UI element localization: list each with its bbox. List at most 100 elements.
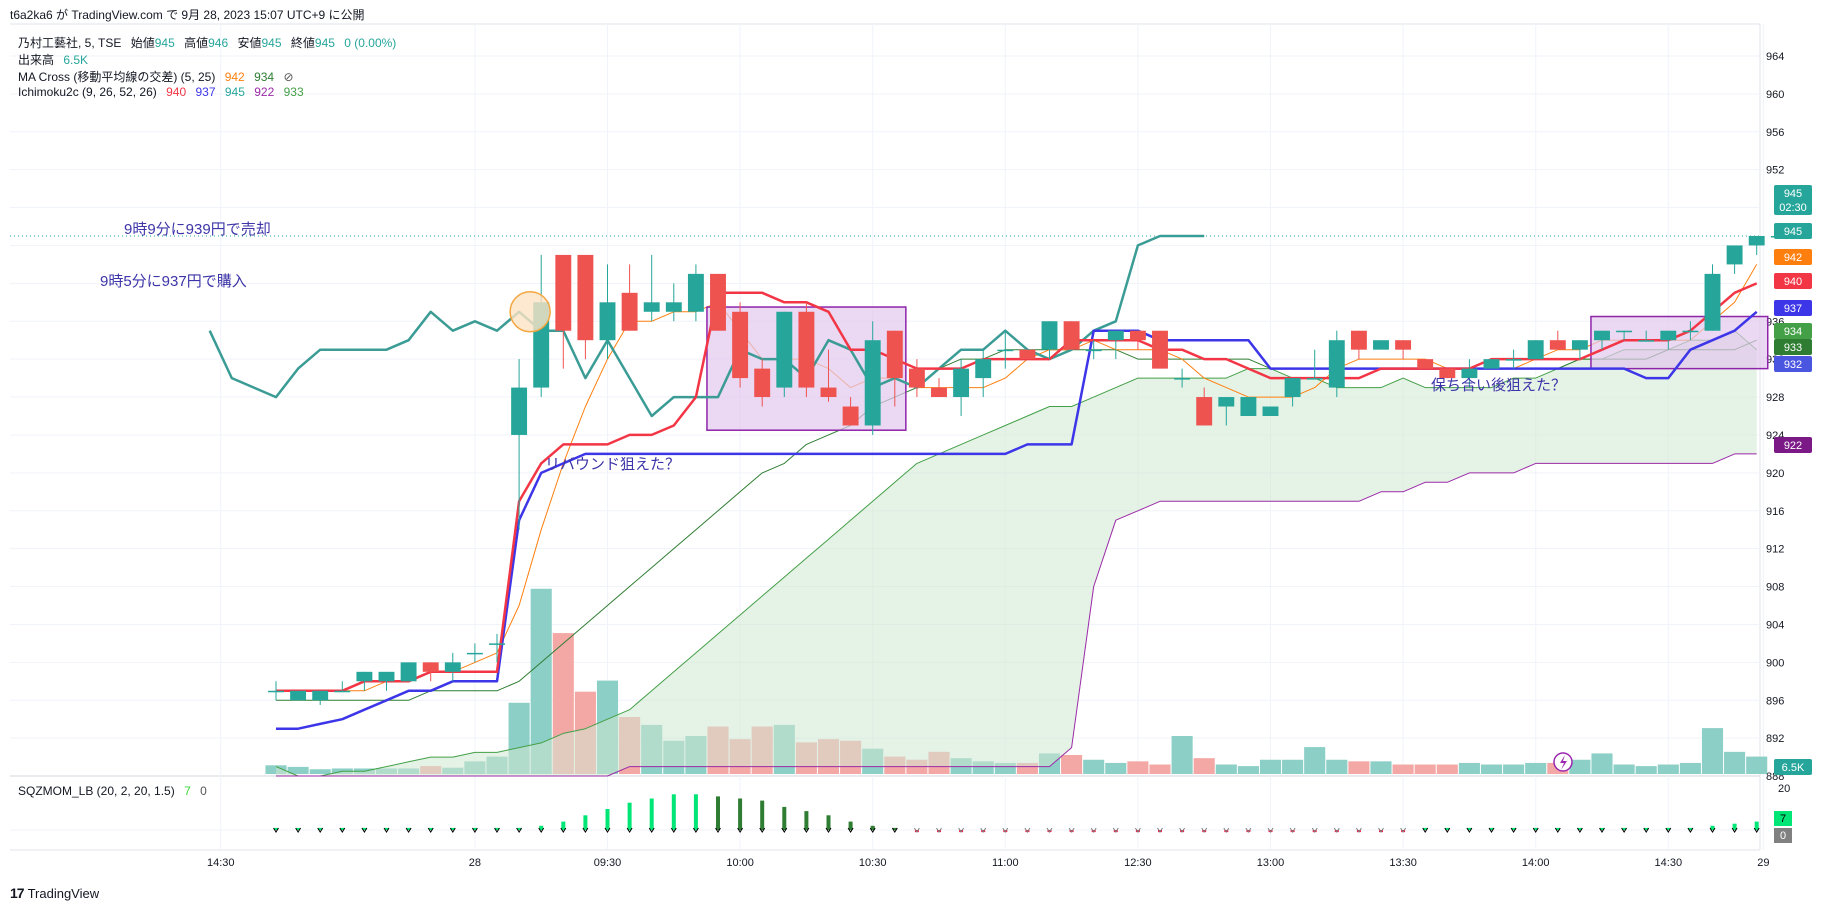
tradingview-logo-icon: 17 (10, 885, 25, 901)
osc-bar (804, 811, 809, 830)
osc-bar (340, 827, 345, 830)
osc-squeeze-dot (295, 827, 302, 833)
osc-bar (870, 825, 875, 830)
osc-bar (495, 827, 499, 830)
ichimoku-chikou-line (208, 234, 1205, 418)
candle-body (1549, 340, 1566, 350)
osc-bar (318, 827, 323, 830)
osc-squeeze-dot (936, 827, 942, 833)
time-tick-label: 29 (1757, 857, 1769, 869)
volume-bar (1237, 766, 1259, 774)
low-label: 安値 (237, 36, 262, 50)
price-badge (1774, 223, 1812, 239)
price-badge-label: 945 (1784, 226, 1802, 238)
time-tick-label: 28 (469, 857, 481, 869)
osc-bar (914, 830, 919, 833)
osc-squeeze-dot (1179, 827, 1186, 833)
osc-squeeze-dot (560, 827, 567, 833)
ichimoku-spanb-value: 922 (254, 85, 275, 99)
annotation-rebound[interactable]: リバウンド狙えた？ (545, 456, 681, 473)
osc-squeeze-dot (383, 827, 390, 833)
osc-bar (1334, 830, 1339, 833)
osc-badge-top-label: 7 (1780, 813, 1786, 825)
osc-bar (1754, 821, 1759, 830)
osc-bar (1135, 830, 1140, 833)
time-tick-label: 10:30 (859, 857, 887, 869)
price-tick-label: 900 (1766, 657, 1784, 669)
candle-body (1704, 273, 1721, 331)
candle-body (1571, 340, 1588, 350)
volume-bar (1392, 764, 1414, 774)
time-tick-label: 14:30 (1655, 857, 1683, 869)
price-badge-label: 922 (1784, 440, 1802, 452)
tradingview-brand: TradingView (27, 885, 100, 901)
symbol-name: 乃村工藝社, 5, TSE (18, 36, 122, 50)
price-tick-label: 896 (1766, 695, 1784, 707)
price-tick-label: 920 (1766, 468, 1784, 480)
osc-bar (1555, 827, 1560, 830)
osc-bar (274, 827, 278, 830)
candle-body (908, 368, 925, 388)
osc-bar (1710, 825, 1715, 830)
osc-bar (406, 827, 411, 830)
price-tick-label: 908 (1766, 582, 1784, 594)
high-value: 946 (208, 36, 229, 50)
annotation-range[interactable]: 保ち合い後狙えた？ (1431, 377, 1567, 394)
volume-bar (1591, 753, 1613, 774)
price-badge (1774, 339, 1812, 355)
candle-body (643, 302, 660, 312)
candle-body (555, 254, 572, 331)
candle-body (1505, 359, 1522, 361)
volume-bar (1746, 756, 1768, 774)
volume-bar (1436, 764, 1458, 774)
price-badge (1774, 356, 1812, 372)
price-tick-label: 892 (1766, 733, 1784, 745)
candle-body (665, 302, 682, 312)
candle-body (1660, 330, 1677, 341)
candle-body (776, 311, 793, 388)
time-tick-label: 13:30 (1389, 857, 1417, 869)
symbol-legend: 乃村工藝社, 5, TSE 始値945 高値946 安値945 終値945 0 … (18, 34, 396, 51)
osc-bar (1268, 830, 1273, 833)
hidden-eye-icon[interactable]: ⊘ (283, 70, 294, 84)
candle-body (444, 662, 461, 672)
osc-bar (1622, 827, 1627, 830)
candle-body (312, 690, 329, 701)
osc-squeeze-dot (715, 827, 721, 833)
ichimoku-span-b-line (276, 453, 1757, 777)
price-badge-label: 934 (1784, 326, 1802, 338)
price-badge-label: 937 (1784, 303, 1802, 315)
price-badge (1774, 323, 1812, 339)
ichimoku-spana-value: 933 (283, 85, 304, 99)
annotation-sell[interactable]: 9時9分に939円で売却 (124, 221, 271, 238)
oscillator-value-2: 0 (200, 784, 207, 798)
osc-squeeze-dot (1090, 827, 1097, 833)
osc-bar (981, 830, 986, 833)
annotation-buy[interactable]: 9時5分に937円で購入 (100, 273, 247, 290)
osc-squeeze-dot (1709, 827, 1716, 833)
osc-squeeze-dot (471, 827, 478, 833)
osc-bar (605, 809, 610, 830)
ichimoku-legend: Ichimoku2c (9, 26, 52, 26) 940 937 945 9… (18, 85, 304, 99)
osc-bar (1666, 827, 1671, 830)
candle-body (975, 359, 992, 379)
osc-squeeze-dot (1687, 827, 1694, 833)
candle-body (1439, 368, 1456, 379)
candle-body (1041, 321, 1058, 350)
osc-squeeze-dot (1223, 827, 1230, 833)
tradingview-logo[interactable]: 17 TradingView (10, 885, 99, 901)
volume-bar (1370, 761, 1392, 774)
osc-squeeze-dot (1355, 827, 1362, 833)
price-badge (1774, 437, 1812, 453)
candle-body (1616, 330, 1633, 333)
ichimoku-cloud (276, 330, 1757, 777)
osc-bar (539, 825, 544, 830)
osc-bar (627, 802, 632, 830)
osc-bar (1356, 830, 1361, 833)
osc-bar (1003, 830, 1008, 833)
osc-bar (1401, 830, 1406, 833)
price-badge-label: 932 (1784, 359, 1802, 371)
time-tick-label: 11:00 (992, 857, 1019, 869)
osc-squeeze-dot (1068, 827, 1075, 833)
